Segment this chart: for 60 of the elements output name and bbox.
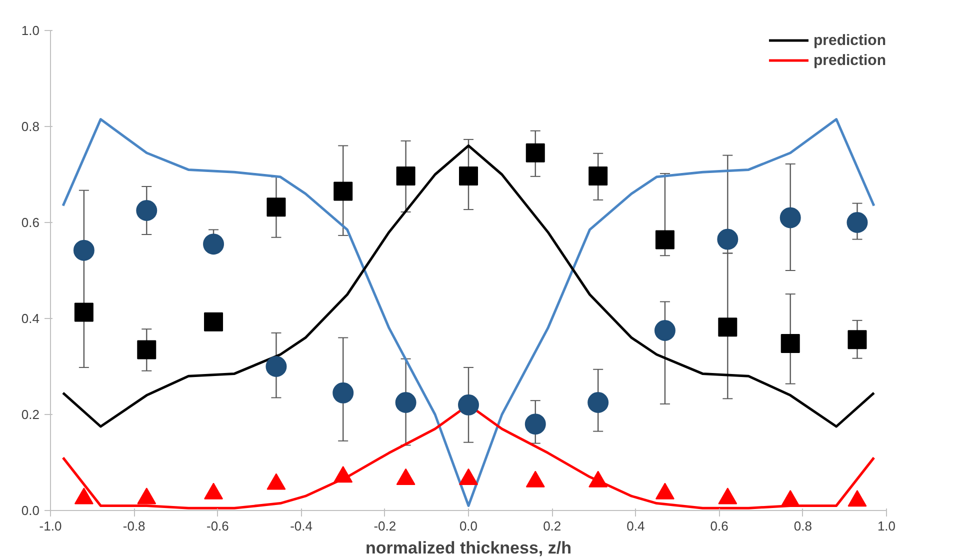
x-tick-label: 0.4 (626, 518, 645, 534)
point (396, 468, 416, 485)
point (334, 182, 353, 201)
point (718, 488, 738, 504)
x-tick-label: 0.0 (459, 518, 478, 534)
point (458, 394, 479, 416)
point (266, 473, 286, 490)
point (204, 482, 224, 500)
x-axis-title: normalized thickness, z/h (366, 538, 572, 558)
point (717, 228, 738, 250)
point (137, 340, 156, 360)
legend-label: prediction (813, 52, 886, 68)
point (266, 198, 286, 217)
y-tick-label: 0.0 (21, 503, 40, 518)
x-tick-label: -0.2 (374, 518, 396, 534)
point (718, 318, 738, 337)
x-tick-label: -0.6 (206, 518, 229, 534)
point (780, 334, 800, 353)
point (848, 330, 867, 350)
point (526, 470, 545, 488)
point (526, 143, 545, 162)
point (459, 468, 478, 485)
point (203, 234, 224, 255)
line-series (62, 144, 876, 428)
x-tick-label: -1.0 (39, 518, 62, 534)
y-tick-label: 0.4 (21, 311, 40, 326)
point (396, 166, 416, 186)
point (137, 488, 156, 504)
point (74, 302, 94, 322)
point (846, 212, 868, 233)
point (332, 382, 354, 404)
y-tick-label: 0.2 (21, 407, 40, 422)
point (204, 312, 224, 332)
legend-label: prediction (813, 32, 886, 48)
x-tick-label: -0.4 (290, 518, 313, 534)
point (848, 490, 867, 507)
y-tick-label: 0.8 (21, 119, 40, 134)
point (654, 320, 676, 341)
point (73, 240, 94, 261)
point (588, 392, 609, 413)
point (136, 200, 158, 221)
point (780, 490, 800, 507)
x-tick-label: 0.6 (710, 518, 728, 534)
line-series (62, 118, 876, 507)
point (74, 488, 94, 504)
x-tick-label: 1.0 (877, 518, 896, 534)
point (655, 482, 674, 500)
point (395, 392, 416, 413)
point (588, 470, 608, 488)
point (588, 166, 608, 186)
x-tick-label: 0.8 (794, 518, 812, 534)
y-tick-label: 0.6 (21, 215, 40, 230)
x-tick-label: -0.8 (122, 518, 146, 534)
point (780, 207, 801, 228)
x-tick-label: 0.2 (543, 518, 562, 534)
point (334, 466, 353, 483)
y-tick-label: 1.0 (21, 23, 40, 38)
point (459, 166, 478, 186)
point (655, 230, 674, 250)
point (266, 356, 287, 377)
